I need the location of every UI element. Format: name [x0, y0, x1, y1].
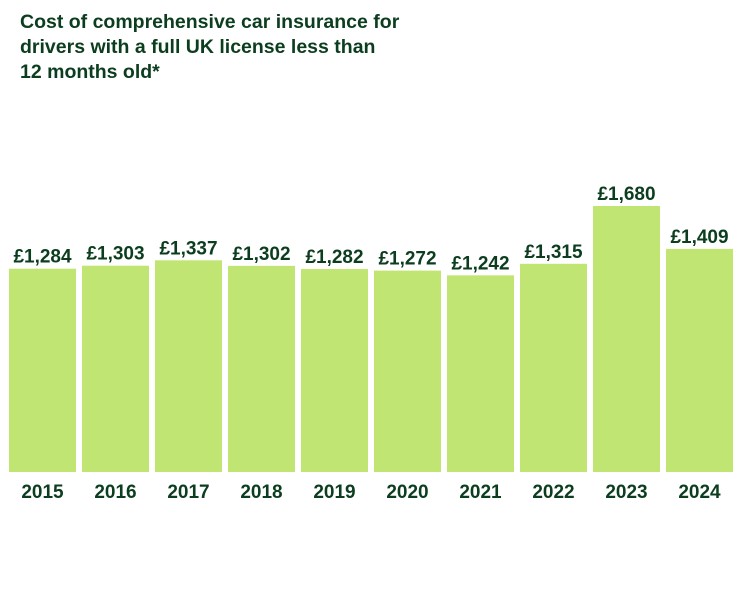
x-tick-label-2021: 2021: [459, 482, 502, 503]
x-tick-label-2023: 2023: [605, 482, 647, 503]
x-tick-label-2024: 2024: [678, 482, 721, 503]
value-label-2016: £1,303: [86, 244, 144, 265]
x-tick-label-2020: 2020: [386, 482, 428, 503]
bar-2022: [520, 263, 587, 472]
value-label-2022: £1,315: [524, 242, 583, 263]
bars-group: [9, 206, 733, 472]
chart-title: Cost of comprehensive car insurance for …: [20, 11, 400, 83]
value-label-2017: £1,337: [159, 238, 217, 259]
bar-2018: [228, 265, 295, 472]
x-tick-label-2022: 2022: [532, 482, 574, 503]
x-tick-label-2018: 2018: [240, 482, 282, 503]
value-label-2015: £1,284: [13, 247, 72, 268]
x-tick-label-2017: 2017: [167, 482, 209, 503]
bar-2024: [666, 248, 733, 472]
bar-2015: [9, 268, 76, 472]
value-label-2018: £1,302: [232, 244, 290, 265]
x-tick-label-2019: 2019: [313, 482, 355, 503]
bar-2017: [155, 260, 222, 472]
bar-2023: [593, 206, 660, 472]
bar-2019: [301, 269, 368, 472]
bar-2016: [82, 265, 149, 472]
value-label-2019: £1,282: [305, 247, 363, 268]
x-axis-tick-labels: 2015 2016 2017 2018 2019 2020 2021 2022 2023 2024: [21, 482, 721, 503]
x-tick-label-2016: 2016: [94, 482, 136, 503]
bar-2021: [447, 275, 514, 472]
x-tick-label-2015: 2015: [21, 482, 64, 503]
value-label-2021: £1,242: [451, 253, 509, 274]
bar-2020: [374, 270, 441, 472]
value-label-2023: £1,680: [597, 184, 655, 205]
value-labels-group: £1,284 £1,303 £1,337 £1,302 £1,282 £1,272 £1,2…: [13, 184, 728, 274]
value-label-2024: £1,409: [670, 227, 728, 248]
value-label-2020: £1,272: [378, 249, 436, 270]
